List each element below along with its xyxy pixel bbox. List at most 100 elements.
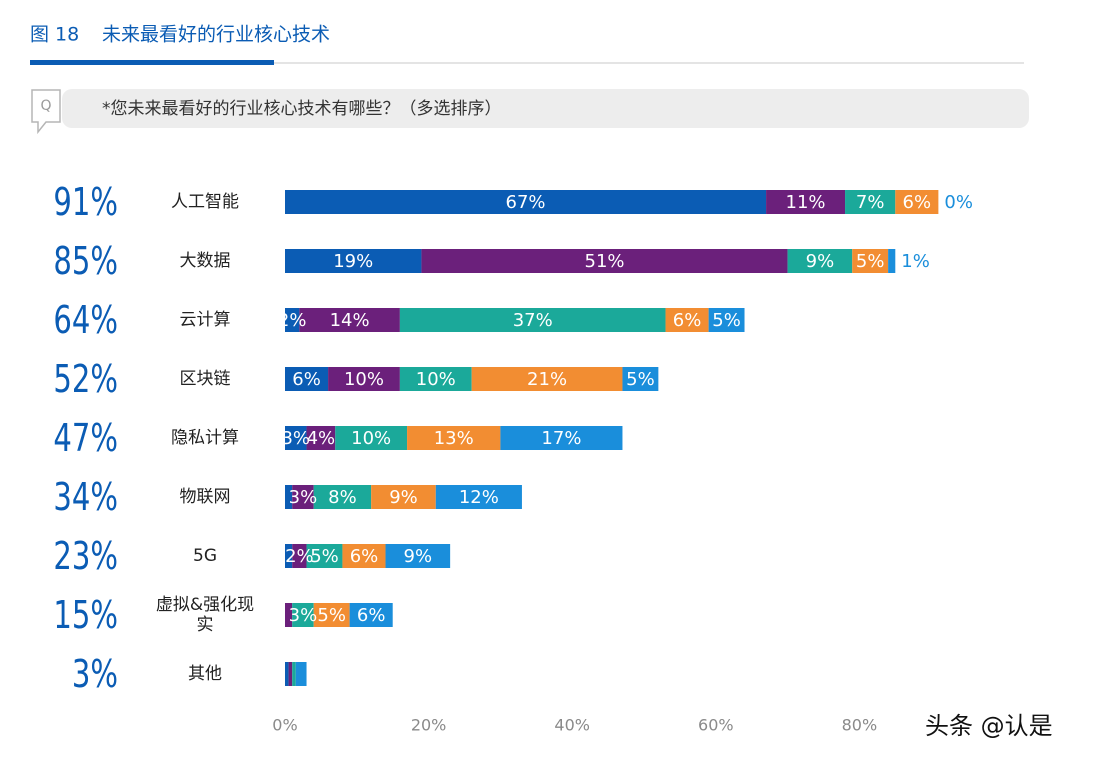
value-label: 6% [903, 192, 932, 213]
total-label: 15% [53, 593, 118, 637]
value-label: 14% [330, 310, 370, 331]
value-label: 21% [527, 369, 567, 390]
value-label: 5% [317, 605, 346, 626]
category-label: 人工智能 [171, 192, 239, 212]
bar-segment [328, 367, 400, 391]
total-label: 3% [72, 652, 118, 696]
value-label: 2% [278, 310, 307, 331]
category-label: 其他 [188, 664, 222, 684]
value-label: 9% [389, 487, 418, 508]
bar-segment [622, 367, 659, 391]
value-label: 10% [416, 369, 456, 390]
value-label: 10% [351, 428, 391, 449]
bar-segment [421, 249, 788, 273]
value-label: 11% [786, 192, 826, 213]
value-label: 3% [289, 605, 318, 626]
bar-segment [665, 308, 709, 332]
bar-segment [888, 249, 896, 273]
bar-segment [435, 485, 522, 509]
question-text: *您未来最看好的行业核心技术有哪些？（多选排序） [102, 99, 502, 119]
bar-segment [292, 603, 314, 627]
bar-segment [313, 603, 350, 627]
value-label: 10% [344, 369, 384, 390]
value-label: 6% [357, 605, 386, 626]
bar-segment [399, 308, 666, 332]
bar-segment [349, 603, 393, 627]
x-tick-label: 60% [698, 716, 734, 735]
bar-segment [385, 544, 451, 568]
category-label: 大数据 [179, 251, 231, 271]
bar-segment [399, 367, 472, 391]
question-icon [31, 89, 61, 135]
value-label: 7% [856, 192, 885, 213]
bar-segment [292, 485, 314, 509]
total-label: 64% [53, 298, 118, 342]
total-label: 85% [53, 239, 118, 283]
category-label: 区块链 [179, 369, 231, 389]
value-label: 51% [585, 251, 625, 272]
bar-segment [288, 662, 293, 686]
bar-segment [285, 544, 293, 568]
value-label: 3% [281, 428, 310, 449]
bar-segment [285, 249, 422, 273]
value-label: 13% [434, 428, 474, 449]
bar-segment [895, 190, 939, 214]
figure-title: 未来最看好的行业核心技术 [102, 24, 330, 46]
category-label: 虚拟&强化现实 [155, 595, 255, 635]
category-label: 云计算 [179, 310, 231, 330]
bar-segment [292, 544, 307, 568]
bar-segment [292, 662, 296, 686]
value-label: 5% [712, 310, 741, 331]
bar-segment [708, 308, 745, 332]
total-label: 34% [53, 475, 118, 519]
value-label: 19% [333, 251, 373, 272]
bar-segment [371, 485, 436, 509]
bar-segment [285, 485, 293, 509]
figure-number: 图 18 [30, 24, 79, 46]
category-label: 隐私计算 [171, 428, 239, 448]
value-label: 0% [944, 192, 973, 213]
question-icon-label: Q [40, 98, 51, 114]
watermark: 头条 @认是 [925, 712, 1053, 740]
value-label: 9% [806, 251, 835, 272]
total-label: 52% [53, 357, 118, 401]
value-label: 17% [541, 428, 581, 449]
bar-segment [285, 190, 767, 214]
value-label: 67% [506, 192, 546, 213]
bar-segment [285, 662, 289, 686]
bar-segment [306, 426, 336, 450]
value-label: 4% [307, 428, 336, 449]
value-label: 5% [856, 251, 885, 272]
bar-segment [299, 308, 400, 332]
value-label: 37% [513, 310, 553, 331]
x-tick-label: 40% [554, 716, 590, 735]
total-label: 91% [53, 180, 118, 224]
bar-segment [335, 426, 408, 450]
total-label: 23% [53, 534, 118, 578]
category-label: 5G [193, 546, 217, 566]
x-tick-label: 80% [842, 716, 878, 735]
value-label: 3% [289, 487, 318, 508]
bar-segment [500, 426, 623, 450]
value-label: 6% [673, 310, 702, 331]
bar-segment [285, 367, 329, 391]
value-label: 6% [292, 369, 321, 390]
question-box [62, 89, 1029, 128]
value-label: 5% [310, 546, 339, 567]
value-label: 2% [285, 546, 314, 567]
x-tick-label: 0% [272, 716, 297, 735]
x-tick-label: 20% [411, 716, 447, 735]
bar-segment [787, 249, 853, 273]
bar-segment [766, 190, 846, 214]
category-label: 物联网 [179, 487, 231, 507]
bar-segment [471, 367, 623, 391]
bar-segment [342, 544, 386, 568]
bar-segment [306, 544, 343, 568]
header-accent [30, 60, 274, 65]
bar-segment [285, 426, 307, 450]
bar-segment [295, 662, 307, 686]
bar-segment [852, 249, 889, 273]
bar-segment [285, 603, 293, 627]
